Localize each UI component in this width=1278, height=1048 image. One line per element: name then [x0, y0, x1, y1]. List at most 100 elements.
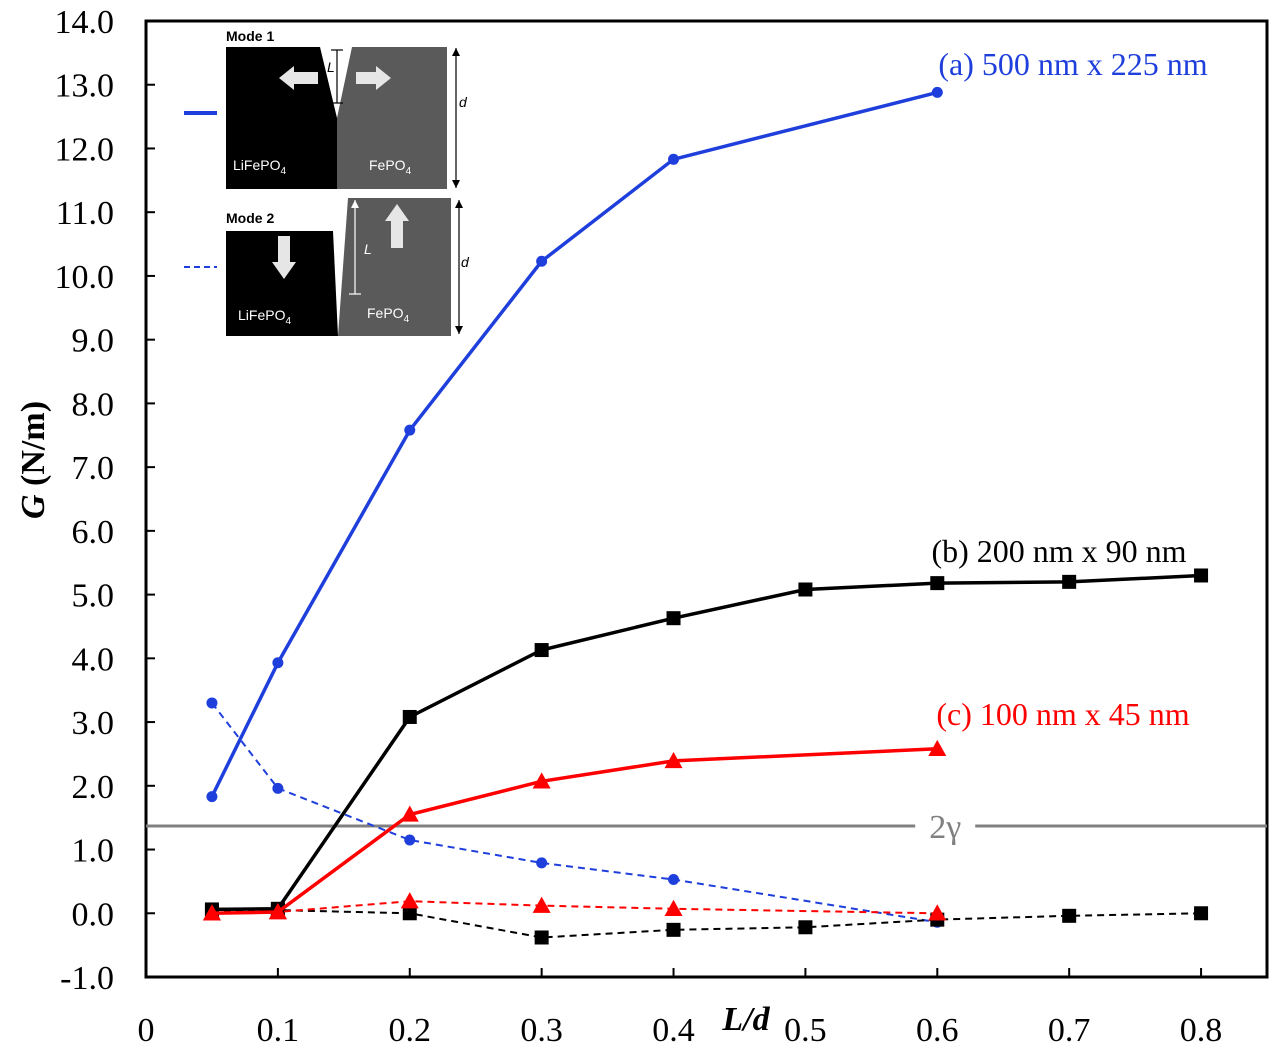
data-point	[404, 424, 416, 436]
data-point	[402, 709, 417, 724]
y-tick-label: 10.0	[55, 259, 115, 296]
data-point	[272, 657, 284, 669]
y-tick-label: 7.0	[72, 450, 115, 487]
data-point	[928, 904, 947, 921]
series-line	[211, 900, 938, 915]
y-tick-label: 4.0	[72, 641, 115, 678]
data-point	[798, 920, 813, 935]
data-point	[668, 873, 680, 885]
data-point	[668, 153, 680, 165]
data-point	[931, 86, 943, 98]
series-2	[204, 568, 1209, 917]
y-tick-label: 14.0	[55, 4, 115, 41]
data-point	[402, 906, 417, 921]
data-point	[664, 899, 683, 917]
data-point	[1194, 568, 1209, 583]
data-point	[930, 576, 945, 591]
series-line	[211, 747, 938, 916]
x-tick-label: 0.8	[1180, 1012, 1223, 1048]
mode2-length-symbol: L	[364, 241, 372, 257]
data-point	[1062, 574, 1077, 589]
mode1-title: Mode 1	[226, 28, 274, 44]
y-tick-label: 9.0	[72, 323, 115, 360]
data-point	[206, 791, 218, 803]
mode2-down-arrow	[272, 236, 296, 279]
mode1-left-phase: LiFePO4	[233, 157, 286, 177]
series-4	[202, 739, 947, 921]
data-point	[536, 857, 548, 869]
y-axis-label: G (N/m)	[15, 401, 52, 519]
data-point	[534, 643, 549, 658]
mode2-left-phase: LiFePO4	[238, 307, 291, 327]
x-tick-label: 0.7	[1048, 1012, 1091, 1048]
x-tick-label: 0.6	[916, 1012, 959, 1048]
series-line	[211, 909, 1202, 939]
data-point	[536, 255, 548, 267]
mode2-depth-symbol: d	[461, 254, 470, 270]
mode1-right-phase: FePO4	[369, 157, 412, 177]
data-point	[404, 834, 416, 846]
y-tick-label: 2.0	[72, 769, 115, 806]
data-point	[664, 751, 683, 769]
y-tick-label: 3.0	[72, 705, 115, 742]
y-tick-label: 0.0	[72, 896, 115, 933]
series-label-b: (b) 200 nm x 90 nm	[931, 533, 1186, 569]
y-tick-label: 1.0	[72, 833, 115, 870]
y-tick-label: 8.0	[72, 386, 115, 423]
data-point	[534, 930, 549, 945]
mode1-right-arrow	[356, 66, 391, 90]
data-point	[400, 892, 419, 909]
mode1-length-symbol: L	[327, 59, 335, 75]
y-tick-label: 12.0	[55, 131, 115, 168]
series-line	[211, 702, 938, 924]
data-point	[202, 904, 221, 921]
reference-line-label: 2γ	[929, 809, 961, 846]
data-point	[532, 896, 551, 913]
data-point	[268, 902, 287, 920]
y-axis-label-units: (N/m)	[15, 401, 52, 494]
data-point	[1062, 908, 1077, 923]
mode2-title: Mode 2	[226, 210, 274, 226]
y-tick-label: 6.0	[72, 514, 115, 551]
y-axis: -1.0 0.0 1.0 2.0 3.0 4.0 5.0 6.0 7.0 8.0 9.0 10.0 11…	[55, 4, 155, 997]
mode2-diagram: Mode 2 L d LiFePO4 FePO4	[226, 198, 470, 336]
x-tick-label: 0.2	[389, 1012, 432, 1048]
mode1-diagram: Mode 1 L d LiFePO4 FePO4	[226, 28, 468, 189]
data-point	[400, 805, 419, 822]
x-axis: 0 0.1 0.2 0.3 0.4 0.5 0.6 0.7 0.8	[138, 968, 1223, 1048]
mode2-right-phase: FePO4	[367, 305, 410, 325]
x-axis-label: L/d	[721, 1001, 770, 1038]
data-point	[272, 782, 284, 794]
y-tick-label: -1.0	[60, 960, 114, 997]
data-point	[1194, 906, 1209, 921]
y-axis-label-symbol: G	[15, 494, 52, 519]
x-tick-label: 0	[138, 1012, 155, 1048]
mode1-left-arrow	[279, 66, 318, 90]
data-point	[206, 697, 218, 709]
x-tick-label: 0.1	[257, 1012, 300, 1048]
series-layer	[202, 86, 1209, 945]
mode2-up-arrow	[385, 204, 409, 248]
data-point	[928, 739, 947, 757]
series-5	[202, 892, 947, 921]
data-point	[798, 582, 813, 597]
series-label-c: (c) 100 nm x 45 nm	[936, 696, 1189, 732]
mode1-depth-symbol: d	[459, 94, 468, 110]
y-tick-label: 5.0	[72, 578, 115, 615]
x-tick-label: 0.3	[520, 1012, 563, 1048]
series-label-a: (a) 500 nm x 225 nm	[938, 46, 1207, 82]
series-line	[211, 573, 1202, 912]
series-line	[210, 90, 938, 798]
series-1	[206, 697, 943, 928]
inset-legend: Mode 1 L d LiFePO4 FePO4 Mode 2	[184, 28, 470, 336]
x-tick-label: 0.5	[784, 1012, 827, 1048]
reference-line-2gamma: 2γ	[146, 809, 1267, 846]
mode2-fepo4-block	[338, 198, 451, 336]
y-tick-label: 11.0	[56, 195, 114, 232]
y-tick-label: 13.0	[55, 68, 115, 105]
data-point	[532, 772, 551, 789]
mode2-lifepo4-block	[226, 231, 338, 336]
data-point	[666, 611, 681, 626]
x-tick-label: 0.4	[652, 1012, 695, 1048]
